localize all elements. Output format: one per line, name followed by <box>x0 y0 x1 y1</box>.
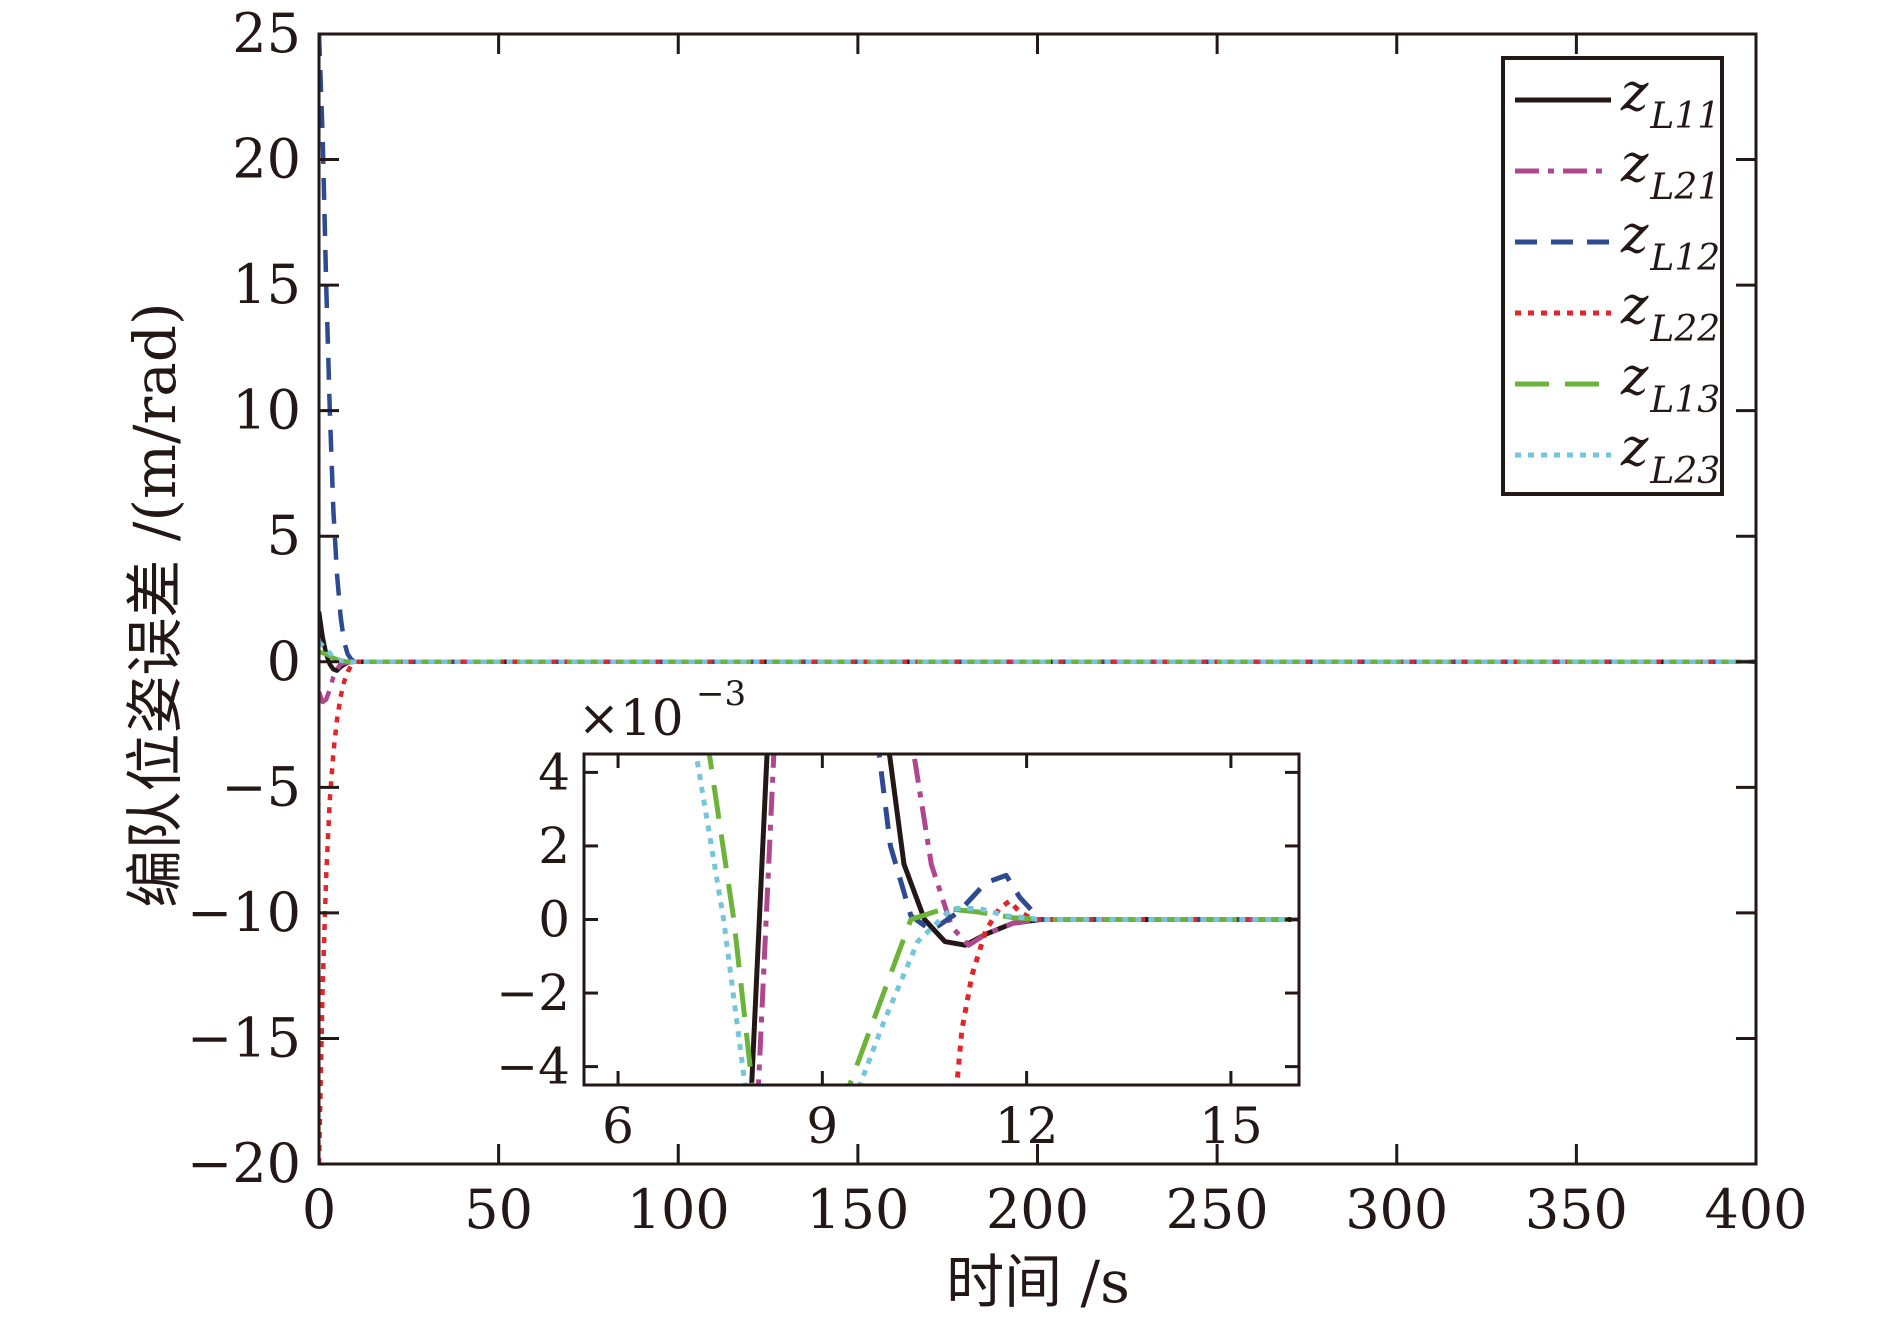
main-y-tick-label: 20 <box>232 128 301 191</box>
main-x-tick-label: 400 <box>1704 1178 1807 1241</box>
main-y-tick-label: 10 <box>232 379 301 442</box>
main-series-z-l21 <box>319 659 1756 705</box>
legend-label-symbol: z <box>1620 134 1649 194</box>
inset-x-tick-label: 6 <box>602 1097 634 1155</box>
main-y-tick-label: 5 <box>267 504 301 567</box>
inset-x-tick-label: 12 <box>995 1097 1059 1155</box>
inset-x-tick-label: 9 <box>806 1097 838 1155</box>
legend-box <box>1501 56 1724 496</box>
inset-series-z-l12 <box>876 754 1299 933</box>
legend-label-subscript: L22 <box>1649 309 1720 350</box>
main-series-z-l13 <box>319 649 1756 665</box>
inset-y-tick-label: 0 <box>538 891 570 949</box>
legend-label-subscript: L21 <box>1649 167 1720 208</box>
main-series-z-l22 <box>319 659 1756 1164</box>
legend-label-symbol: z <box>1620 63 1649 123</box>
inset-y-tick-label: 4 <box>538 743 570 801</box>
legend-label-subscript: L12 <box>1649 238 1720 279</box>
legend-label-z-l12: zL12 <box>1620 205 1720 279</box>
main-x-tick-label: 150 <box>806 1178 909 1241</box>
main-x-tick-label: 350 <box>1525 1178 1628 1241</box>
legend-label-symbol: z <box>1620 276 1649 336</box>
main-y-tick-label: −5 <box>221 755 301 818</box>
legend-label-z-l21: zL21 <box>1620 134 1720 208</box>
legend-label-z-l11: zL11 <box>1620 63 1720 137</box>
main-x-tick-label: 0 <box>302 1178 336 1241</box>
main-y-tick-label: 0 <box>267 630 301 693</box>
inset-series-z-l23 <box>693 754 1299 1085</box>
main-y-tick-label: −20 <box>187 1132 301 1195</box>
main-y-tick-label: −15 <box>187 1006 301 1069</box>
legend-label-z-l13: zL13 <box>1620 347 1720 421</box>
inset-multiplier-exponent: −3 <box>696 674 746 714</box>
main-series-group <box>319 34 1756 1164</box>
y-axis-title: 编队位姿误差 /(m/rad) <box>121 302 189 907</box>
legend-label-subscript: L23 <box>1649 451 1720 492</box>
main-x-tick-label: 200 <box>986 1178 1089 1241</box>
main-y-tick-label: 15 <box>232 253 301 316</box>
main-series-z-l23 <box>319 640 1756 665</box>
main-x-tick-label: 100 <box>627 1178 730 1241</box>
legend-label-subscript: L11 <box>1649 96 1720 137</box>
main-x-tick-label: 50 <box>464 1178 533 1241</box>
main-plot: 0 50 100 150 200 250 300 350 4002520151050−5−10−… <box>187 2 1808 1241</box>
main-y-tick-label: 25 <box>232 2 301 65</box>
main-x-tick-label: 300 <box>1345 1178 1448 1241</box>
inset-series-z-l22 <box>954 898 1299 1085</box>
legend-label-symbol: z <box>1620 347 1649 407</box>
legend-label-z-l22: zL22 <box>1620 276 1720 350</box>
inset-y-tick-label: −4 <box>496 1038 570 1096</box>
inset-series-z-l21 <box>755 754 1299 1085</box>
legend-label-subscript: L13 <box>1649 380 1720 421</box>
inset-plot: 6 9 12 15 4 2 0 −2 −4 ×10 −3 <box>496 674 1301 1155</box>
x-axis-title: 时间 /s <box>946 1248 1130 1316</box>
legend-label-z-l23: zL23 <box>1620 418 1720 492</box>
inset-multiplier-label: ×10 <box>578 689 684 747</box>
inset-x-tick-label: 15 <box>1199 1097 1263 1155</box>
inset-y-tick-label: 2 <box>538 817 570 875</box>
inset-series-group <box>693 754 1299 1085</box>
inset-y-tick-label: −2 <box>496 964 570 1022</box>
legend-label-symbol: z <box>1620 418 1649 478</box>
main-y-tick-label: −10 <box>187 881 301 944</box>
main-x-tick-label: 250 <box>1166 1178 1269 1241</box>
legend-label-symbol: z <box>1620 205 1649 265</box>
